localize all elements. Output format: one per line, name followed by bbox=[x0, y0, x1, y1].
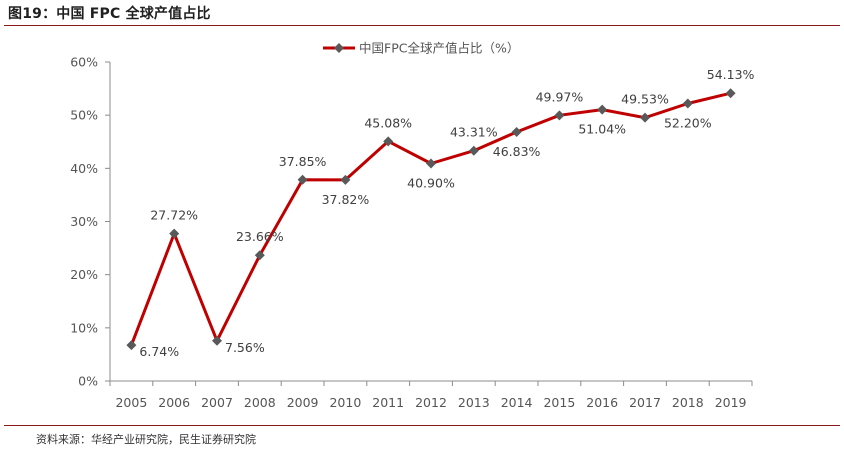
data-label: 54.13% bbox=[707, 67, 755, 82]
data-point-marker bbox=[640, 112, 650, 123]
top-rule bbox=[4, 25, 840, 26]
data-point-marker bbox=[725, 88, 736, 99]
data-point-marker bbox=[212, 335, 222, 346]
bottom-rule bbox=[4, 425, 840, 426]
data-point-marker bbox=[426, 158, 436, 169]
data-point-marker bbox=[340, 174, 351, 185]
x-tick-label: 2016 bbox=[586, 395, 618, 410]
x-tick-label: 2011 bbox=[372, 395, 404, 410]
data-point-marker bbox=[511, 127, 522, 138]
data-point-marker bbox=[554, 110, 565, 121]
figure-title: 图19：中国 FPC 全球产值占比 bbox=[8, 6, 211, 22]
data-label: 52.20% bbox=[664, 115, 712, 130]
legend-label: 中国FPC全球产值占比（%） bbox=[359, 41, 519, 56]
x-tick-label: 2009 bbox=[287, 395, 319, 410]
x-tick-label: 2010 bbox=[329, 395, 361, 410]
data-label: 49.97% bbox=[536, 89, 584, 104]
y-tick-label: 40% bbox=[70, 161, 98, 176]
y-tick-label: 10% bbox=[70, 320, 98, 335]
data-label: 37.82% bbox=[322, 192, 370, 207]
data-label: 37.85% bbox=[279, 154, 327, 169]
data-label: 51.04% bbox=[578, 122, 626, 137]
data-point-marker bbox=[682, 98, 693, 109]
x-tick-label: 2005 bbox=[115, 395, 147, 410]
data-point-marker bbox=[254, 250, 265, 261]
series-line bbox=[129, 91, 731, 346]
data-point-marker bbox=[468, 145, 479, 156]
y-tick-label: 50% bbox=[70, 108, 98, 123]
source-note: 资料来源：华经产业研究院，民生证券研究院 bbox=[36, 433, 256, 446]
x-tick-label: 2015 bbox=[543, 395, 575, 410]
data-label: 23.66% bbox=[236, 229, 284, 244]
y-tick-label: 0% bbox=[78, 374, 98, 389]
x-tick-label: 2017 bbox=[629, 395, 661, 410]
data-label: 45.08% bbox=[364, 115, 412, 130]
data-label: 40.90% bbox=[407, 176, 455, 191]
x-tick-label: 2018 bbox=[672, 395, 704, 410]
data-point-marker bbox=[597, 104, 608, 115]
data-point-marker bbox=[383, 136, 394, 147]
data-label: 7.56% bbox=[225, 340, 265, 355]
x-tick-label: 2008 bbox=[244, 395, 276, 410]
x-tick-label: 2012 bbox=[415, 395, 447, 410]
data-label: 27.72% bbox=[150, 208, 198, 223]
data-label: 46.83% bbox=[493, 144, 541, 159]
data-label: 6.74% bbox=[139, 344, 179, 359]
y-tick-label: 60% bbox=[70, 55, 98, 70]
data-point-marker bbox=[126, 340, 137, 351]
data-point-marker bbox=[297, 174, 308, 185]
x-tick-label: 2014 bbox=[501, 395, 533, 410]
data-label: 43.31% bbox=[450, 125, 498, 140]
x-tick-label: 2019 bbox=[715, 395, 747, 410]
y-tick-label: 20% bbox=[70, 267, 98, 282]
x-tick-label: 2006 bbox=[158, 395, 190, 410]
legend-marker-swatch bbox=[334, 43, 344, 53]
data-label: 49.53% bbox=[621, 92, 669, 107]
x-tick-label: 2013 bbox=[458, 395, 490, 410]
x-tick-label: 2007 bbox=[201, 395, 233, 410]
line-chart: 0% 10% 20% 30% 40% 50% 60% 2005 2006 2007 2008 2009… bbox=[70, 41, 755, 411]
y-tick-label: 30% bbox=[70, 214, 98, 229]
data-point-marker bbox=[169, 228, 180, 239]
